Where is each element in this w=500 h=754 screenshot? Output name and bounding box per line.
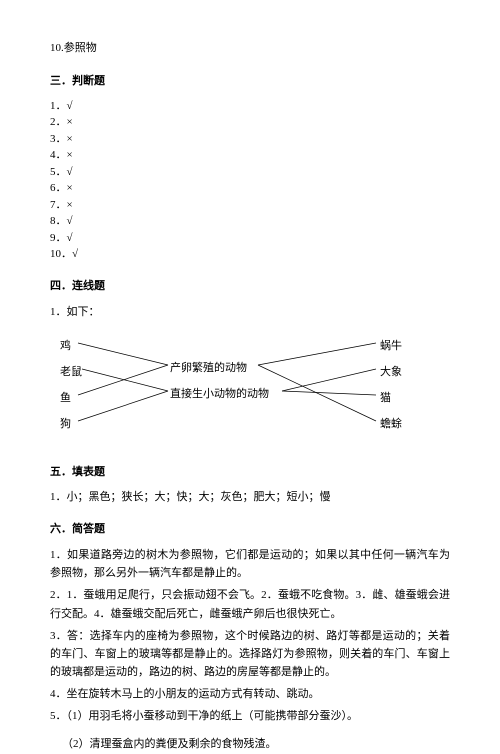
judge-item: 2．× <box>50 114 450 131</box>
short-answer-1: 1．如果道路旁边的树木为参照物，它们都是运动的；如果以其中任何一辆汽车为参照物，… <box>50 546 450 582</box>
matching-diagram: 鸡 老鼠 鱼 狗 产卵繁殖的动物 直接生小动物的动物 蜗牛 大象 猫 蟾蜍 <box>50 329 430 449</box>
left-node: 狗 <box>60 415 71 431</box>
fill-answer: 1．小；黑色；狭长；大；快；大；灰色；肥大；短小；慢 <box>50 489 450 507</box>
judge-item: 5．√ <box>50 164 450 181</box>
center-node: 直接生小动物的动物 <box>170 385 269 401</box>
section-matching-title: 四．连线题 <box>50 277 450 293</box>
short-answer-4: 4．坐在旋转木马上的小朋友的运动方式有转动、跳动。 <box>50 685 450 703</box>
matching-intro: 1．如下： <box>50 303 450 319</box>
judge-item: 9．√ <box>50 230 450 247</box>
short-answer-5a: 5．（1）用羽毛将小蚕移动到干净的纸上（可能携带部分蚕沙）。 <box>50 707 450 725</box>
judge-item: 10．√ <box>50 246 450 263</box>
judge-item: 4．× <box>50 147 450 164</box>
section-judge-title: 三．判断题 <box>50 72 450 88</box>
left-node: 鸡 <box>60 337 71 353</box>
top-reference-item: 10.参照物 <box>50 40 450 58</box>
judge-item: 6．× <box>50 180 450 197</box>
left-node: 老鼠 <box>60 363 82 379</box>
short-answer-3: 3．答：选择车内的座椅为参照物，这个时候路边的树、路灯等都是运动的；关着的车门、… <box>50 627 450 681</box>
judge-item: 3．× <box>50 131 450 148</box>
section-fill-title: 五．填表题 <box>50 463 450 479</box>
judge-item: 7．× <box>50 197 450 214</box>
left-node: 鱼 <box>60 389 71 405</box>
short-answer-5b: （2）清理蚕盒内的粪便及剩余的食物残渣。 <box>50 735 450 753</box>
judge-item: 8．√ <box>50 213 450 230</box>
short-answer-2: 2．1．蚕蛾用足爬行，只会振动翅不会飞。2．蚕蛾不吃食物。3．雌、雄蚕蛾会进行交… <box>50 586 450 622</box>
judge-item: 1．√ <box>50 98 450 115</box>
center-node: 产卵繁殖的动物 <box>170 359 247 375</box>
judge-list: 1．√ 2．× 3．× 4．× 5．√ 6．× 7．× 8．√ 9．√ 10．√ <box>50 98 450 263</box>
section-short-title: 六．简答题 <box>50 520 450 536</box>
right-node: 蜗牛 <box>380 337 402 353</box>
right-node: 蟾蜍 <box>380 415 402 431</box>
right-node: 猫 <box>380 389 391 405</box>
right-node: 大象 <box>380 363 402 379</box>
